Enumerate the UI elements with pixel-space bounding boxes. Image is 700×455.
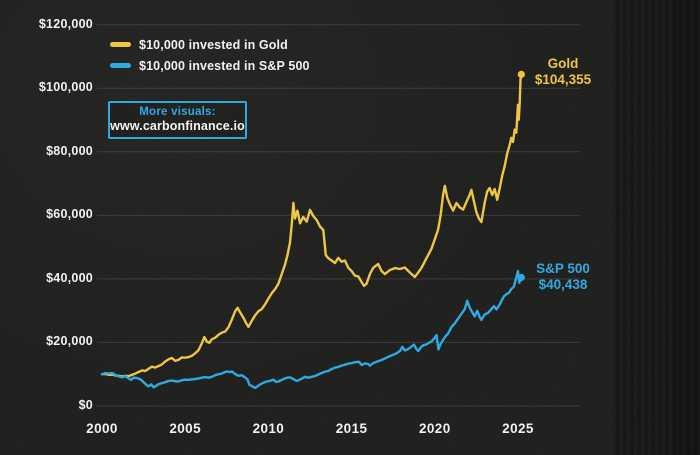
y-tick-label: $20,000 xyxy=(46,334,93,349)
legend: $10,000 invested in Gold $10,000 investe… xyxy=(110,37,310,73)
sp500-line-swatch xyxy=(110,63,131,68)
y-tick-label: $60,000 xyxy=(46,207,93,222)
gold-end-dot xyxy=(517,70,525,78)
series-lines xyxy=(100,70,525,390)
legend-label-sp500: $10,000 invested in S&P 500 xyxy=(139,58,310,73)
sp500-end-dot xyxy=(517,273,525,282)
sp500-line xyxy=(100,269,523,390)
promo-url: www.carbonfinance.io xyxy=(110,119,245,134)
y-tick-label: $0 xyxy=(78,398,93,412)
legend-item-gold: $10,000 invested in Gold xyxy=(110,37,310,52)
gold-end-label: Gold $104,355 xyxy=(528,56,598,88)
promo-heading: More visuals: xyxy=(139,106,216,118)
y-tick-label: $100,000 xyxy=(38,80,93,95)
y-tick-label: $120,000 xyxy=(38,16,93,31)
x-tick-label: 2010 xyxy=(252,421,285,436)
gold-line xyxy=(100,73,523,378)
y-tick-label: $80,000 xyxy=(46,143,93,158)
sp500-end-label: S&P 500 $40,438 xyxy=(528,261,598,293)
legend-label-gold: $10,000 invested in Gold xyxy=(139,37,288,52)
gridlines xyxy=(97,24,580,407)
sp500-end-value: $40,438 xyxy=(538,277,588,292)
x-tick-label: 2015 xyxy=(335,421,368,436)
gold-line-swatch xyxy=(110,42,131,47)
x-tick-label: 2005 xyxy=(169,421,202,436)
legend-item-sp500: $10,000 invested in S&P 500 xyxy=(110,58,310,73)
letterbox-band xyxy=(613,0,700,455)
promo-link-box[interactable]: More visuals: www.carbonfinance.io xyxy=(108,101,247,139)
y-tick-label: $40,000 xyxy=(46,270,93,285)
gold-series-name: Gold xyxy=(547,56,579,71)
x-tick-label: 2000 xyxy=(86,421,118,436)
x-tick-label: 2020 xyxy=(418,421,451,436)
sp500-series-name: S&P 500 xyxy=(536,261,590,276)
gold-end-value: $104,355 xyxy=(534,72,592,87)
x-tick-label: 2025 xyxy=(502,421,534,436)
